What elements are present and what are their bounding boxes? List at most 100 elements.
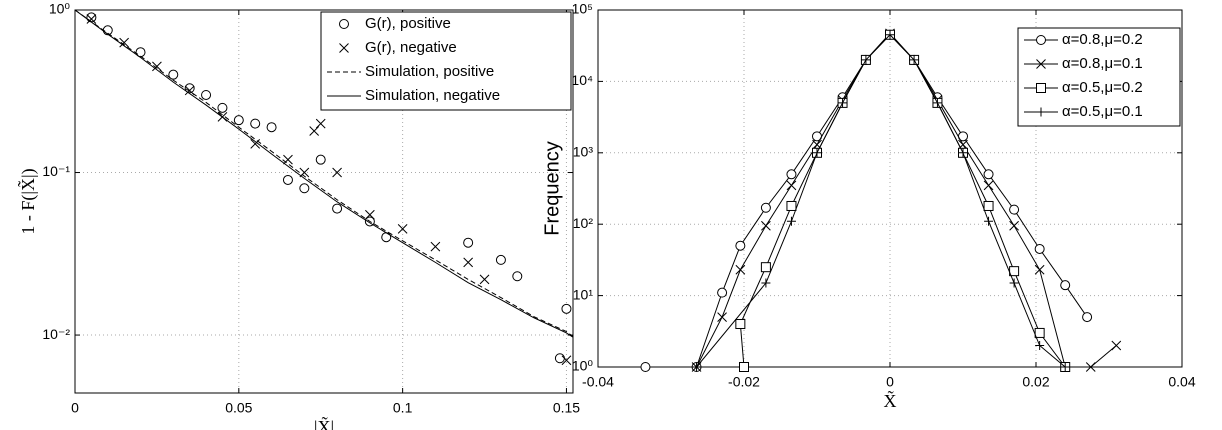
marker: [838, 98, 848, 108]
marker: [735, 264, 746, 275]
marker: [1082, 312, 1093, 323]
marker: [430, 241, 441, 252]
marker: [381, 232, 392, 243]
marker: [283, 154, 293, 165]
series-line: [75, 10, 573, 337]
x-tick-label: 0.1: [393, 400, 413, 416]
marker: [1009, 220, 1019, 231]
plot-frame: [597, 9, 1183, 368]
marker: [1036, 107, 1046, 117]
marker: [339, 19, 349, 29]
legend-label: Simulation, negative: [365, 87, 500, 104]
x-tick-label: 0: [71, 400, 79, 416]
marker: [761, 220, 771, 231]
x-tick-label: 0.04: [1168, 374, 1195, 390]
marker: [958, 148, 968, 158]
marker: [735, 240, 746, 251]
legend-label: α=0.8,μ=0.2: [1062, 31, 1143, 48]
y-tick-label: 10⁰: [49, 1, 71, 17]
marker: [512, 271, 523, 282]
marker: [397, 224, 408, 234]
marker: [250, 118, 261, 129]
marker: [299, 167, 310, 178]
marker: [735, 319, 746, 330]
marker: [266, 122, 277, 133]
marker: [932, 98, 942, 108]
marker: [119, 37, 129, 48]
y-tick-label: 10²: [573, 215, 594, 231]
marker: [1060, 280, 1071, 291]
marker: [984, 216, 994, 226]
marker: [309, 126, 320, 136]
marker: [1034, 327, 1045, 338]
x-tick-label: 0.15: [553, 400, 580, 416]
marker: [786, 180, 797, 191]
series-line: [696, 34, 1066, 367]
marker: [86, 14, 97, 24]
marker: [1111, 340, 1122, 351]
marker: [983, 169, 994, 180]
x-axis-label: X̃: [884, 390, 897, 412]
marker: [1034, 264, 1045, 275]
x-tick-label: 0.02: [1022, 374, 1049, 390]
marker: [786, 200, 797, 211]
y-tick-label: 10³: [573, 144, 594, 160]
legend-label: G(r), negative: [365, 39, 457, 56]
marker: [463, 257, 474, 268]
marker: [201, 89, 212, 100]
marker: [640, 362, 651, 372]
marker: [1036, 35, 1046, 45]
legend-label: α=0.5,μ=0.1: [1062, 103, 1143, 120]
marker: [315, 154, 326, 165]
marker: [885, 30, 895, 40]
marker: [282, 174, 293, 185]
marker: [561, 303, 572, 314]
y-tick-label: 10⁵: [572, 1, 593, 17]
series-line: [739, 34, 1066, 367]
marker: [217, 102, 228, 113]
marker: [812, 148, 822, 158]
x-tick-label: 0: [886, 374, 894, 390]
marker: [495, 254, 506, 265]
marker: [463, 237, 474, 248]
legend-label: α=0.8,μ=0.1: [1062, 55, 1143, 72]
x-tick-label: -0.04: [582, 374, 614, 390]
marker: [717, 312, 727, 322]
marker: [760, 262, 771, 273]
y-axis-label: Frequency: [541, 141, 563, 236]
series-line: [75, 10, 573, 338]
marker: [1034, 243, 1045, 254]
marker: [339, 43, 349, 53]
marker: [332, 203, 343, 214]
x-tick-label: 0.05: [225, 400, 252, 416]
marker: [761, 278, 771, 288]
marker: [1085, 362, 1096, 372]
marker: [1060, 362, 1070, 372]
marker: [561, 355, 572, 366]
marker: [332, 167, 342, 178]
marker: [1036, 83, 1046, 93]
marker: [479, 274, 490, 285]
y-tick-label: 10⁴: [571, 72, 593, 88]
marker: [909, 55, 919, 65]
marker: [1036, 59, 1046, 69]
x-axis-label: |X̃|: [314, 416, 334, 430]
x-tick-label: -0.02: [728, 374, 760, 390]
y-axis-label: 1 - F(|X̃|): [17, 168, 40, 234]
marker: [717, 287, 728, 298]
marker: [86, 12, 97, 23]
legend-box: [320, 11, 572, 111]
marker: [786, 216, 796, 226]
marker: [786, 169, 797, 180]
marker: [152, 61, 162, 72]
marker: [739, 362, 749, 372]
plot-frame: [74, 9, 574, 394]
legend-label: G(r), positive: [365, 15, 451, 32]
legend-label: Simulation, positive: [365, 63, 494, 80]
marker: [233, 115, 244, 126]
marker: [315, 118, 326, 129]
marker: [983, 200, 994, 211]
legend-label: α=0.5,μ=0.2: [1062, 79, 1143, 96]
